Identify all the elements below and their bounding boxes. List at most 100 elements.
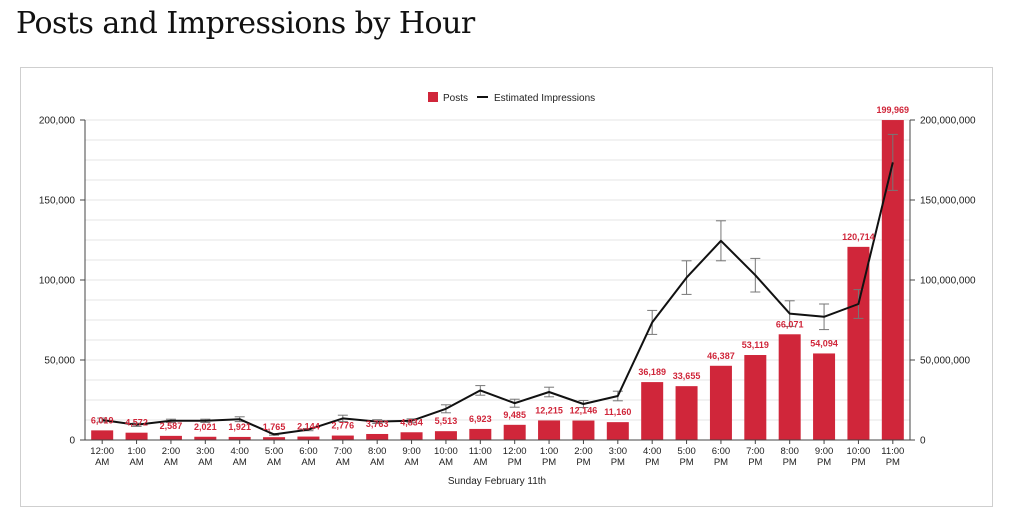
page-title: Posts and Impressions by Hour [16,6,475,41]
x-tick-label: 1:00 AM [127,446,146,468]
bar-data-label: 11,160 [604,407,631,417]
legend-posts-swatch [428,92,438,102]
x-tick-label-period: AM [336,457,350,468]
x-tick-label-time: 3:00 [609,446,628,457]
bar-layer [91,120,904,441]
bar [91,430,114,440]
chart-frame: 6,019 4,572 2,587 2,021 1,921 1,765 2,144 2,776… [20,67,993,507]
x-tick-label-period: PM [508,457,522,468]
x-tick-label-time: 2:00 [574,446,593,457]
x-tick-label-time: 12:00 [503,446,527,457]
x-tick-label: 4:00 PM [643,446,662,468]
impressions-line [102,162,894,436]
x-tick-label-time: 5:00 [677,446,696,457]
x-tick-label-period: PM [783,457,797,468]
x-tick-label-period: AM [95,457,109,468]
x-tick-label: 4:00 AM [230,446,249,468]
x-tick-label-period: AM [233,457,247,468]
x-tick-label-time: 9:00 [815,446,834,457]
bar-data-label: 1,921 [228,422,251,432]
bar [331,435,354,440]
x-tick-label-period: AM [164,457,178,468]
x-tick-label: 12:00 AM [90,446,114,468]
bar [675,386,698,440]
x-tick-label-time: 7:00 [746,446,765,457]
bar-data-label: 1,765 [263,422,286,432]
x-tick-label-time: 8:00 [780,446,799,457]
bar-data-label: 9,485 [503,410,526,420]
x-tick-label-period: AM [198,457,212,468]
x-tick-label-period: PM [817,457,831,468]
bar-data-label: 5,513 [435,416,458,426]
x-tick-label: 10:00 PM [847,446,871,468]
chart-svg: 6,019 4,572 2,587 2,021 1,921 1,765 2,144 2,776… [39,92,976,487]
x-tick-label-period: AM [404,457,418,468]
x-tick-label-time: 6:00 [299,446,318,457]
bar [847,246,870,440]
y-left-tick-label: 200,000 [39,116,76,127]
bar-data-label: 3,763 [366,419,389,429]
x-tick-label-time: 1:00 [540,446,559,457]
x-tick-label: 3:00 AM [196,446,215,468]
x-tick-label: 2:00 PM [574,446,593,468]
x-tick-label: 2:00 AM [162,446,181,468]
y-left-tick-label: 100,000 [39,276,76,287]
bar [881,120,904,441]
y-right-tick-label: 200,000,000 [920,116,976,127]
bar-data-label: 120,714 [842,232,875,242]
bar-data-label: 2,587 [160,421,183,431]
bar-data-label: 4,834 [400,417,423,427]
bar [194,436,217,440]
y-left-tick-label: 150,000 [39,196,76,207]
x-tick-label: 11:00 PM [881,446,904,468]
bar [744,355,767,440]
x-tick-label: 1:00 PM [540,446,559,468]
x-tick-label-time: 10:00 [847,446,871,457]
bar [125,432,148,440]
bar [606,422,629,440]
x-tick-label-period: PM [645,457,659,468]
x-tick-label-time: 4:00 [230,446,249,457]
line-layer [97,133,898,436]
x-tick-label-time: 8:00 [368,446,387,457]
x-tick-label: 6:00 PM [712,446,731,468]
bar-data-label: 6,019 [91,415,114,425]
x-tick-label-period: AM [129,457,143,468]
bar [538,420,561,440]
y-left-tick-label: 50,000 [44,356,75,367]
bar-data-label: 199,969 [877,105,910,115]
x-tick-label-time: 4:00 [643,446,662,457]
x-tick-label-time: 12:00 [90,446,114,457]
x-tick-label: 7:00 PM [746,446,765,468]
bar [503,424,526,440]
bar-data-label: 2,021 [194,422,217,432]
bar [228,436,251,440]
x-tick-label-period: PM [886,457,900,468]
bar [572,420,595,440]
x-tick-label-time: 10:00 [434,446,458,457]
x-tick-label-time: 6:00 [712,446,731,457]
legend-posts-label: Posts [443,93,468,104]
bar-data-label: 33,655 [673,371,701,381]
bar [159,435,182,440]
x-tick-label: 5:00 AM [265,446,284,468]
bar [641,382,664,440]
x-tick-label-period: PM [714,457,728,468]
bar [297,436,320,440]
bar-data-label: 6,923 [469,414,492,424]
x-tick-label-period: PM [679,457,693,468]
axis-layer: 0 50,000 100,000 150,000 200,000 0 50,000,000 1… [39,116,976,469]
x-tick-label-period: AM [301,457,315,468]
legend: Posts Estimated Impressions [428,92,595,104]
bar-data-label: 12,215 [535,405,563,415]
x-tick-label: 5:00 PM [677,446,696,468]
x-tick-label: 7:00 AM [334,446,353,468]
label-layer: 6,019 4,572 2,587 2,021 1,921 1,765 2,144 2,776… [91,105,909,432]
bar [434,431,457,440]
x-tick-label-time: 3:00 [196,446,215,457]
x-tick-label-time: 1:00 [127,446,146,457]
y-right-tick-label: 50,000,000 [920,356,970,367]
x-tick-label-time: 5:00 [265,446,284,457]
x-tick-label-period: PM [576,457,590,468]
x-tick-label-period: PM [851,457,865,468]
